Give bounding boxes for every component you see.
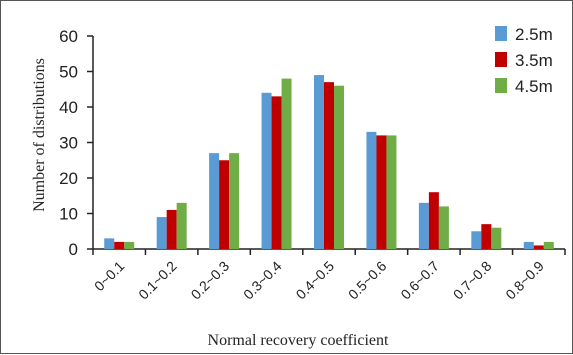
bar xyxy=(324,82,334,250)
bar xyxy=(491,227,502,249)
bar xyxy=(104,238,115,249)
bar xyxy=(209,153,220,249)
y-tick-label: 40 xyxy=(59,98,78,117)
x-axis: 0~0.1 0.1~0.2 0.2~0.3 0.3~0.4 0.4~0.5 0.5~0.6… xyxy=(91,248,566,303)
bar xyxy=(438,206,449,249)
x-tick-label: 0~0.1 xyxy=(91,258,128,295)
bar xyxy=(229,153,240,249)
bar xyxy=(176,202,187,249)
y-tick-label: 10 xyxy=(59,205,78,224)
y-tick-label: 20 xyxy=(59,169,78,188)
bar xyxy=(523,241,534,249)
legend: 2.5m 3.5m 4.5m xyxy=(495,25,553,96)
bar xyxy=(533,245,544,249)
bar xyxy=(386,135,397,249)
x-axis-title: Normal recovery coefficient xyxy=(208,332,390,349)
bar xyxy=(314,75,324,249)
bar xyxy=(156,217,167,249)
y-tick-label: 0 xyxy=(69,240,78,259)
x-tick-label: 0.7~0.8 xyxy=(450,258,495,303)
x-tick-label: 0.3~0.4 xyxy=(240,258,285,303)
y-tick-label: 60 xyxy=(59,27,78,46)
y-tick-label: 30 xyxy=(59,134,78,153)
x-tick-label: 0.1~0.2 xyxy=(135,258,180,303)
bar xyxy=(124,241,135,249)
bar xyxy=(543,241,554,249)
y-axis-title: Number of distributions xyxy=(31,58,48,212)
legend-label: 2.5m xyxy=(515,25,553,44)
x-tick-label: 0.8~0.9 xyxy=(502,258,547,303)
bar xyxy=(281,78,292,249)
legend-swatch xyxy=(495,78,507,93)
bar xyxy=(481,224,492,249)
legend-label: 3.5m xyxy=(515,51,553,70)
bar xyxy=(261,92,272,249)
bar xyxy=(271,96,282,249)
y-axis: 0 10 20 30 40 50 60 xyxy=(59,27,94,259)
bar xyxy=(418,202,429,249)
bar xyxy=(219,160,230,249)
bar xyxy=(471,231,482,249)
bar xyxy=(334,85,344,249)
bar xyxy=(376,135,387,249)
x-tick-label: 0.5~0.6 xyxy=(345,258,390,303)
y-tick-label: 50 xyxy=(59,63,78,82)
x-tick-label: 0.2~0.3 xyxy=(188,258,233,303)
x-tick-label: 0.4~0.5 xyxy=(292,258,337,303)
bar xyxy=(428,192,439,249)
legend-swatch xyxy=(495,26,507,41)
bar xyxy=(366,131,377,249)
bar xyxy=(114,241,125,249)
legend-swatch xyxy=(495,52,507,67)
x-tick-label: 0.6~0.7 xyxy=(397,258,442,303)
bars xyxy=(104,75,554,250)
bar xyxy=(166,209,177,249)
legend-label: 4.5m xyxy=(515,77,553,96)
